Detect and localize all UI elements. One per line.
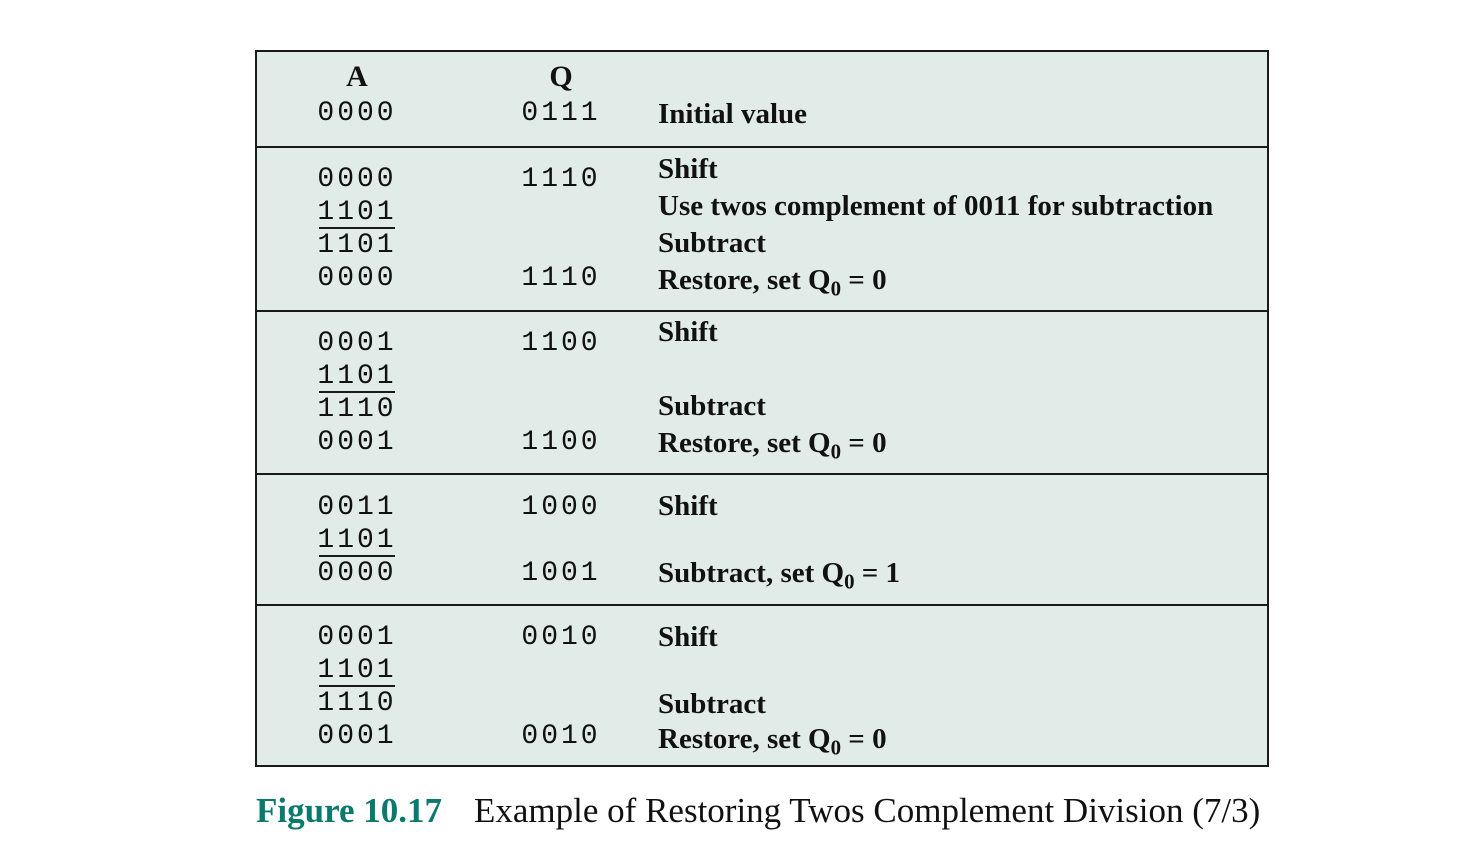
step-description: Shift xyxy=(658,316,718,348)
subtraction-rule xyxy=(319,685,395,687)
step-description: Use twos complement of 0011 for subtract… xyxy=(658,190,1214,222)
q-value: 1110 xyxy=(521,164,601,195)
a-value: 1110 xyxy=(317,688,397,719)
header-a: A xyxy=(346,60,368,93)
q-value: 1000 xyxy=(521,492,601,523)
group-separator xyxy=(257,604,1267,606)
a-value: 0011 xyxy=(317,492,397,523)
subtraction-rule xyxy=(319,555,395,557)
subtraction-rule xyxy=(319,391,395,393)
a-value: 0000 xyxy=(317,263,397,294)
group-separator xyxy=(257,310,1267,312)
a-value: 1110 xyxy=(317,394,397,425)
q-value: 1001 xyxy=(521,558,601,589)
step-description: Restore, set Q0 = 0 xyxy=(658,427,887,464)
subtraction-rule xyxy=(319,227,395,229)
step-description: Shift xyxy=(658,490,718,522)
q-value: 0010 xyxy=(521,721,601,752)
step-description: Subtract, set Q0 = 1 xyxy=(658,557,901,594)
a-value: 0001 xyxy=(317,328,397,359)
a-value: 1101 xyxy=(317,197,397,228)
header-q: Q xyxy=(549,60,573,93)
step-description: Restore, set Q0 = 0 xyxy=(658,723,887,760)
figure-label: Figure 10.17 xyxy=(256,791,443,830)
a-value: 0001 xyxy=(317,721,397,752)
step-description: Subtract xyxy=(658,688,766,720)
a-value: 1101 xyxy=(317,230,397,261)
a-value: 0000 xyxy=(317,558,397,589)
q-value: 1110 xyxy=(521,263,601,294)
step-description: Restore, set Q0 = 0 xyxy=(658,264,887,301)
step-description: Shift xyxy=(658,153,718,185)
group-separator xyxy=(257,146,1267,148)
a-value: 0000 xyxy=(317,98,397,129)
a-value: 1101 xyxy=(317,655,397,686)
step-description: Initial value xyxy=(658,98,808,130)
q-value: 0111 xyxy=(521,98,601,129)
a-value: 0000 xyxy=(317,164,397,195)
a-value: 0001 xyxy=(317,622,397,653)
step-description: Subtract xyxy=(658,390,766,422)
division-table: A Q 0000 0111 Initial value 0000 1110 Sh… xyxy=(255,50,1269,767)
a-value: 0001 xyxy=(317,427,397,458)
figure-caption: Figure 10.17 Example of Restoring Twos Co… xyxy=(256,791,1260,831)
q-value: 0010 xyxy=(521,622,601,653)
figure-title: Example of Restoring Twos Complement Div… xyxy=(474,791,1261,830)
q-value: 1100 xyxy=(521,328,601,359)
q-value: 1100 xyxy=(521,427,601,458)
group-separator xyxy=(257,473,1267,475)
step-description: Shift xyxy=(658,621,718,653)
a-value: 1101 xyxy=(317,525,397,556)
step-description: Subtract xyxy=(658,227,766,259)
a-value: 1101 xyxy=(317,361,397,392)
